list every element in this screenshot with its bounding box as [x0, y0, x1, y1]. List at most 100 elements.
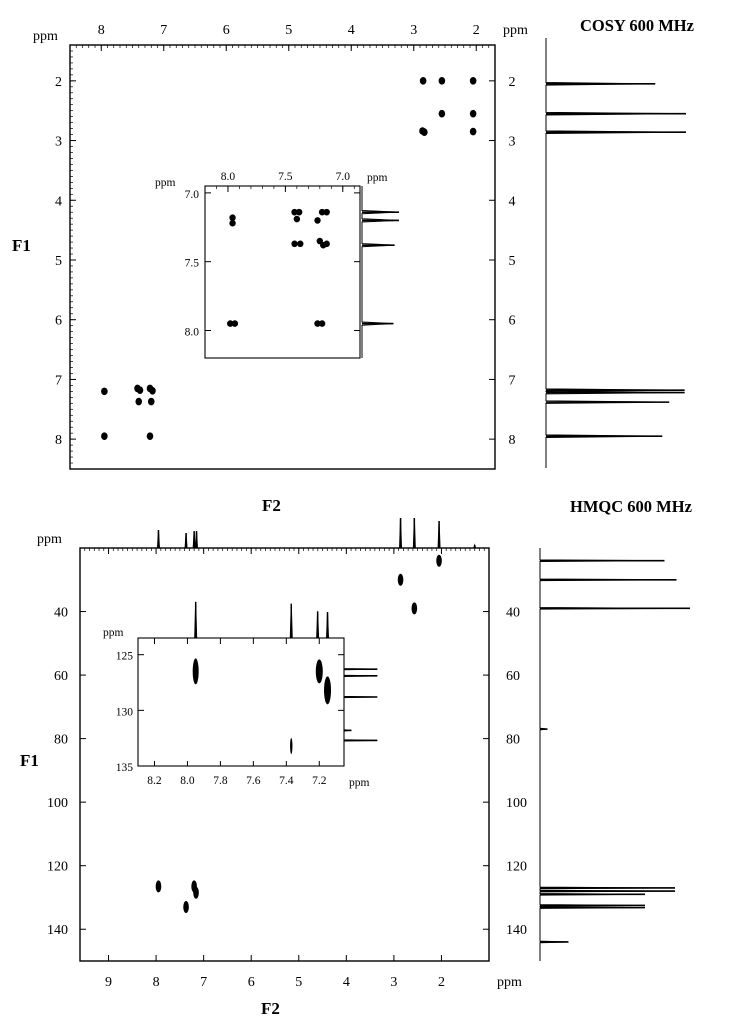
- cosy-title: COSY 600 MHz: [580, 16, 694, 35]
- hmqc-top-projection: [80, 517, 489, 549]
- hmqc-inset-peaks: [192, 658, 332, 754]
- cosy-x-tick-label: 8: [98, 23, 105, 38]
- cosy-inset-y-tick-labels: 7.0 7.5 8.0: [185, 189, 200, 339]
- cosy-x-tick-label: 7: [160, 23, 167, 38]
- cosy-y-axis-title: F1: [12, 236, 31, 255]
- cosy-y-tick-label-right: 2: [509, 75, 516, 90]
- hmqc-y-tick-labels: 40 60 80 100 120 140 40 60 80 100 120 140: [47, 606, 527, 939]
- hmqc-inset-y-tick-labels: 125 130 135: [116, 651, 134, 774]
- cosy-peak: [136, 386, 144, 394]
- cosy-y-tick-label-right: 6: [509, 314, 516, 329]
- hmqc-x-tick-label: 6: [248, 975, 255, 990]
- hmqc-x-tick-label: 9: [105, 975, 112, 990]
- hmqc-inset-ticks: [138, 638, 344, 767]
- cosy-inset-peak: [227, 320, 234, 327]
- cosy-inset-peak: [297, 240, 304, 248]
- hmqc-inset-y-tick-label: 125: [116, 651, 134, 663]
- hmqc-y-tick-label: 140: [47, 923, 68, 938]
- cosy-inset-peaks: [227, 208, 330, 327]
- cosy-inset-peak: [293, 215, 301, 223]
- cosy-projection-trace: [545, 38, 687, 468]
- cosy-inset-ticks: [204, 186, 360, 331]
- cosy-peak: [146, 432, 154, 440]
- hmqc-x-tick-labels: 9 8 7 6 5 4 3 2: [105, 975, 445, 990]
- cosy-inset-x-tick-label: 7.5: [278, 171, 293, 183]
- hmqc-x-axis-title: F2: [261, 999, 280, 1018]
- hmqc-y-tick-label-right: 100: [506, 796, 527, 811]
- cosy-y-tick-label: 2: [55, 75, 62, 90]
- hmqc-x-tick-label: 2: [438, 975, 445, 990]
- hmqc-y-tick-label-right: 80: [506, 733, 520, 748]
- cosy-y-tick-labels: 2 3 4 5 6 7 8 2 3 4 5 6 7 8: [55, 75, 516, 448]
- hmqc-x-tick-label: 3: [390, 975, 397, 990]
- hmqc-peak: [155, 880, 162, 893]
- hmqc-y-tick-label-right: 40: [506, 606, 520, 621]
- cosy-peak: [101, 432, 108, 440]
- cosy-peak: [135, 397, 143, 406]
- cosy-inset-x-tick-label: 8.0: [221, 171, 236, 183]
- cosy-peak: [469, 127, 477, 136]
- hmqc-inset-peak: [192, 658, 199, 685]
- cosy-inset-peak: [295, 208, 303, 216]
- cosy-inset-peak: [229, 214, 236, 221]
- hmqc-inset-side-projection: [343, 638, 378, 766]
- cosy-y-tick-label: 3: [55, 135, 62, 150]
- hmqc-x-tick-label: 5: [295, 975, 302, 990]
- cosy-inset-x-tick-labels: 8.0 7.5 7.0: [221, 171, 350, 183]
- cosy-inset-peak: [229, 219, 236, 227]
- cosy-side-projection: [545, 38, 687, 468]
- cosy-x-unit-label: ppm: [33, 29, 58, 44]
- hmqc-inset-x-tick-label: 8.0: [180, 775, 195, 787]
- cosy-x-tick-label: 6: [223, 23, 230, 38]
- hmqc-inset-x-tick-label: 7.6: [246, 775, 261, 787]
- cosy-inset-peak: [314, 217, 321, 224]
- cosy-inset-peak: [318, 208, 326, 216]
- cosy-y-tick-label-right: 3: [509, 135, 516, 150]
- hmqc-peaks: [155, 554, 442, 913]
- cosy-inset-peak: [314, 320, 321, 327]
- cosy-inset-peak: [323, 240, 330, 248]
- hmqc-y-tick-label: 120: [47, 860, 68, 875]
- hmqc-peak: [411, 602, 418, 615]
- cosy-peak: [438, 109, 446, 118]
- cosy-inset-x-tick-label: 7.0: [336, 171, 351, 183]
- hmqc-top-projection-trace: [80, 517, 489, 549]
- cosy-x-tick-label: 3: [410, 23, 417, 38]
- cosy-x-axis-title: F2: [262, 496, 281, 515]
- hmqc-inset: ppm ppm 8.2 8.0 7.8 7.6 7.4 7.2 125 130 135: [103, 601, 378, 789]
- hmqc-y-tick-label: 100: [47, 796, 68, 811]
- hmqc-inset-side-projection-trace: [343, 638, 378, 766]
- cosy-inset-x-unit: ppm: [367, 172, 388, 184]
- cosy-inset-peak: [291, 208, 298, 216]
- cosy-x-tick-label: 2: [473, 23, 480, 38]
- cosy-y-tick-label-right: 8: [509, 433, 516, 448]
- cosy-peak: [147, 397, 155, 406]
- cosy-y-tick-label: 4: [55, 194, 62, 209]
- cosy-peak: [469, 109, 477, 118]
- hmqc-inset-x-tick-label: 7.2: [312, 775, 327, 787]
- hmqc-y-unit-label: ppm: [37, 532, 62, 547]
- hmqc-x-tick-label: 4: [343, 975, 350, 990]
- hmqc-x-tick-label: 8: [153, 975, 160, 990]
- cosy-peak: [419, 77, 427, 85]
- hmqc-x-tick-label: 7: [200, 975, 207, 990]
- hmqc-x-unit-label: ppm: [497, 975, 522, 990]
- cosy-y-unit-label: ppm: [503, 23, 528, 38]
- hmqc-inset-y-unit: ppm: [103, 627, 124, 639]
- hmqc-side-projection: [539, 548, 691, 961]
- hmqc-y-axis-title: F1: [20, 751, 39, 770]
- cosy-peak: [438, 77, 446, 85]
- cosy-axis-ticks: [69, 44, 496, 470]
- hmqc-inset-y-tick-label: 130: [116, 706, 134, 718]
- hmqc-y-tick-label-right: 60: [506, 669, 520, 684]
- hmqc-inset-x-tick-label: 8.2: [147, 775, 162, 787]
- cosy-inset-peak: [291, 240, 298, 248]
- hmqc-y-tick-label: 60: [54, 669, 68, 684]
- cosy-inset-y-tick-label: 7.5: [185, 258, 200, 270]
- hmqc-axis-ticks: [79, 548, 490, 961]
- cosy-peak: [421, 128, 428, 136]
- hmqc-inset-x-tick-labels: 8.2 8.0 7.8 7.6 7.4 7.2: [147, 775, 326, 787]
- cosy-inset-y-tick-label: 7.0: [185, 189, 200, 201]
- hmqc-inset-peak: [290, 737, 293, 754]
